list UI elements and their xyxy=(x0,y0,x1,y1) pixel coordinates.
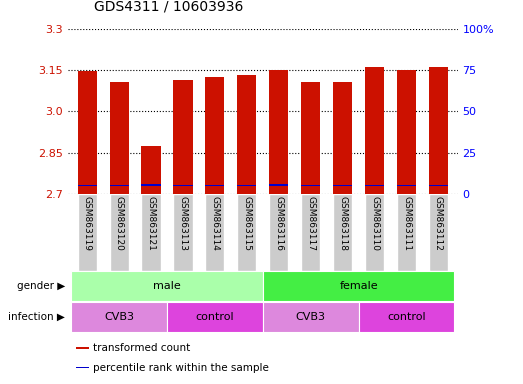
Bar xyxy=(397,185,416,187)
Bar xyxy=(333,83,352,194)
Bar xyxy=(174,80,192,194)
Text: GSM863113: GSM863113 xyxy=(178,196,187,251)
Text: gender ▶: gender ▶ xyxy=(17,281,65,291)
FancyBboxPatch shape xyxy=(167,302,263,331)
Bar xyxy=(76,348,89,349)
Bar xyxy=(77,71,97,194)
Bar xyxy=(77,185,97,187)
FancyBboxPatch shape xyxy=(206,194,224,271)
Text: GSM863116: GSM863116 xyxy=(274,196,283,251)
FancyBboxPatch shape xyxy=(71,271,263,301)
FancyBboxPatch shape xyxy=(109,194,129,271)
Text: GSM863115: GSM863115 xyxy=(242,196,252,251)
Bar xyxy=(141,184,161,186)
Bar xyxy=(206,77,224,194)
Text: GSM863112: GSM863112 xyxy=(434,196,443,251)
Bar xyxy=(429,185,448,187)
Text: GSM863120: GSM863120 xyxy=(115,196,123,251)
Text: male: male xyxy=(153,281,181,291)
Bar xyxy=(365,66,384,194)
Text: percentile rank within the sample: percentile rank within the sample xyxy=(93,363,269,373)
Bar xyxy=(237,185,256,187)
Bar xyxy=(237,75,256,194)
Text: CVB3: CVB3 xyxy=(104,312,134,322)
Bar xyxy=(109,83,129,194)
FancyBboxPatch shape xyxy=(77,194,97,271)
Bar xyxy=(206,185,224,187)
Text: transformed count: transformed count xyxy=(93,343,190,353)
Bar xyxy=(269,184,288,186)
Bar xyxy=(429,66,448,194)
Text: control: control xyxy=(196,312,234,322)
Bar xyxy=(365,185,384,187)
Text: female: female xyxy=(339,281,378,291)
FancyBboxPatch shape xyxy=(365,194,384,271)
FancyBboxPatch shape xyxy=(174,194,192,271)
Bar xyxy=(109,185,129,187)
Bar xyxy=(301,83,320,194)
Text: GSM863117: GSM863117 xyxy=(306,196,315,251)
FancyBboxPatch shape xyxy=(237,194,256,271)
Bar xyxy=(269,70,288,194)
Bar xyxy=(301,185,320,187)
FancyBboxPatch shape xyxy=(141,194,161,271)
Text: GSM863118: GSM863118 xyxy=(338,196,347,251)
FancyBboxPatch shape xyxy=(263,271,454,301)
Bar xyxy=(76,367,89,368)
Text: GSM863114: GSM863114 xyxy=(210,196,220,251)
FancyBboxPatch shape xyxy=(269,194,288,271)
Text: infection ▶: infection ▶ xyxy=(8,312,65,322)
FancyBboxPatch shape xyxy=(397,194,416,271)
Text: GSM863121: GSM863121 xyxy=(146,196,155,251)
FancyBboxPatch shape xyxy=(71,302,167,331)
FancyBboxPatch shape xyxy=(429,194,448,271)
FancyBboxPatch shape xyxy=(333,194,352,271)
Bar xyxy=(141,146,161,194)
Text: control: control xyxy=(387,312,426,322)
Text: CVB3: CVB3 xyxy=(295,312,326,322)
Text: GSM863119: GSM863119 xyxy=(83,196,92,251)
FancyBboxPatch shape xyxy=(301,194,320,271)
Text: GSM863110: GSM863110 xyxy=(370,196,379,251)
Bar xyxy=(174,185,192,187)
Bar xyxy=(333,185,352,187)
Text: GDS4311 / 10603936: GDS4311 / 10603936 xyxy=(94,0,244,13)
Bar xyxy=(397,70,416,194)
FancyBboxPatch shape xyxy=(263,302,359,331)
Text: GSM863111: GSM863111 xyxy=(402,196,411,251)
FancyBboxPatch shape xyxy=(359,302,454,331)
